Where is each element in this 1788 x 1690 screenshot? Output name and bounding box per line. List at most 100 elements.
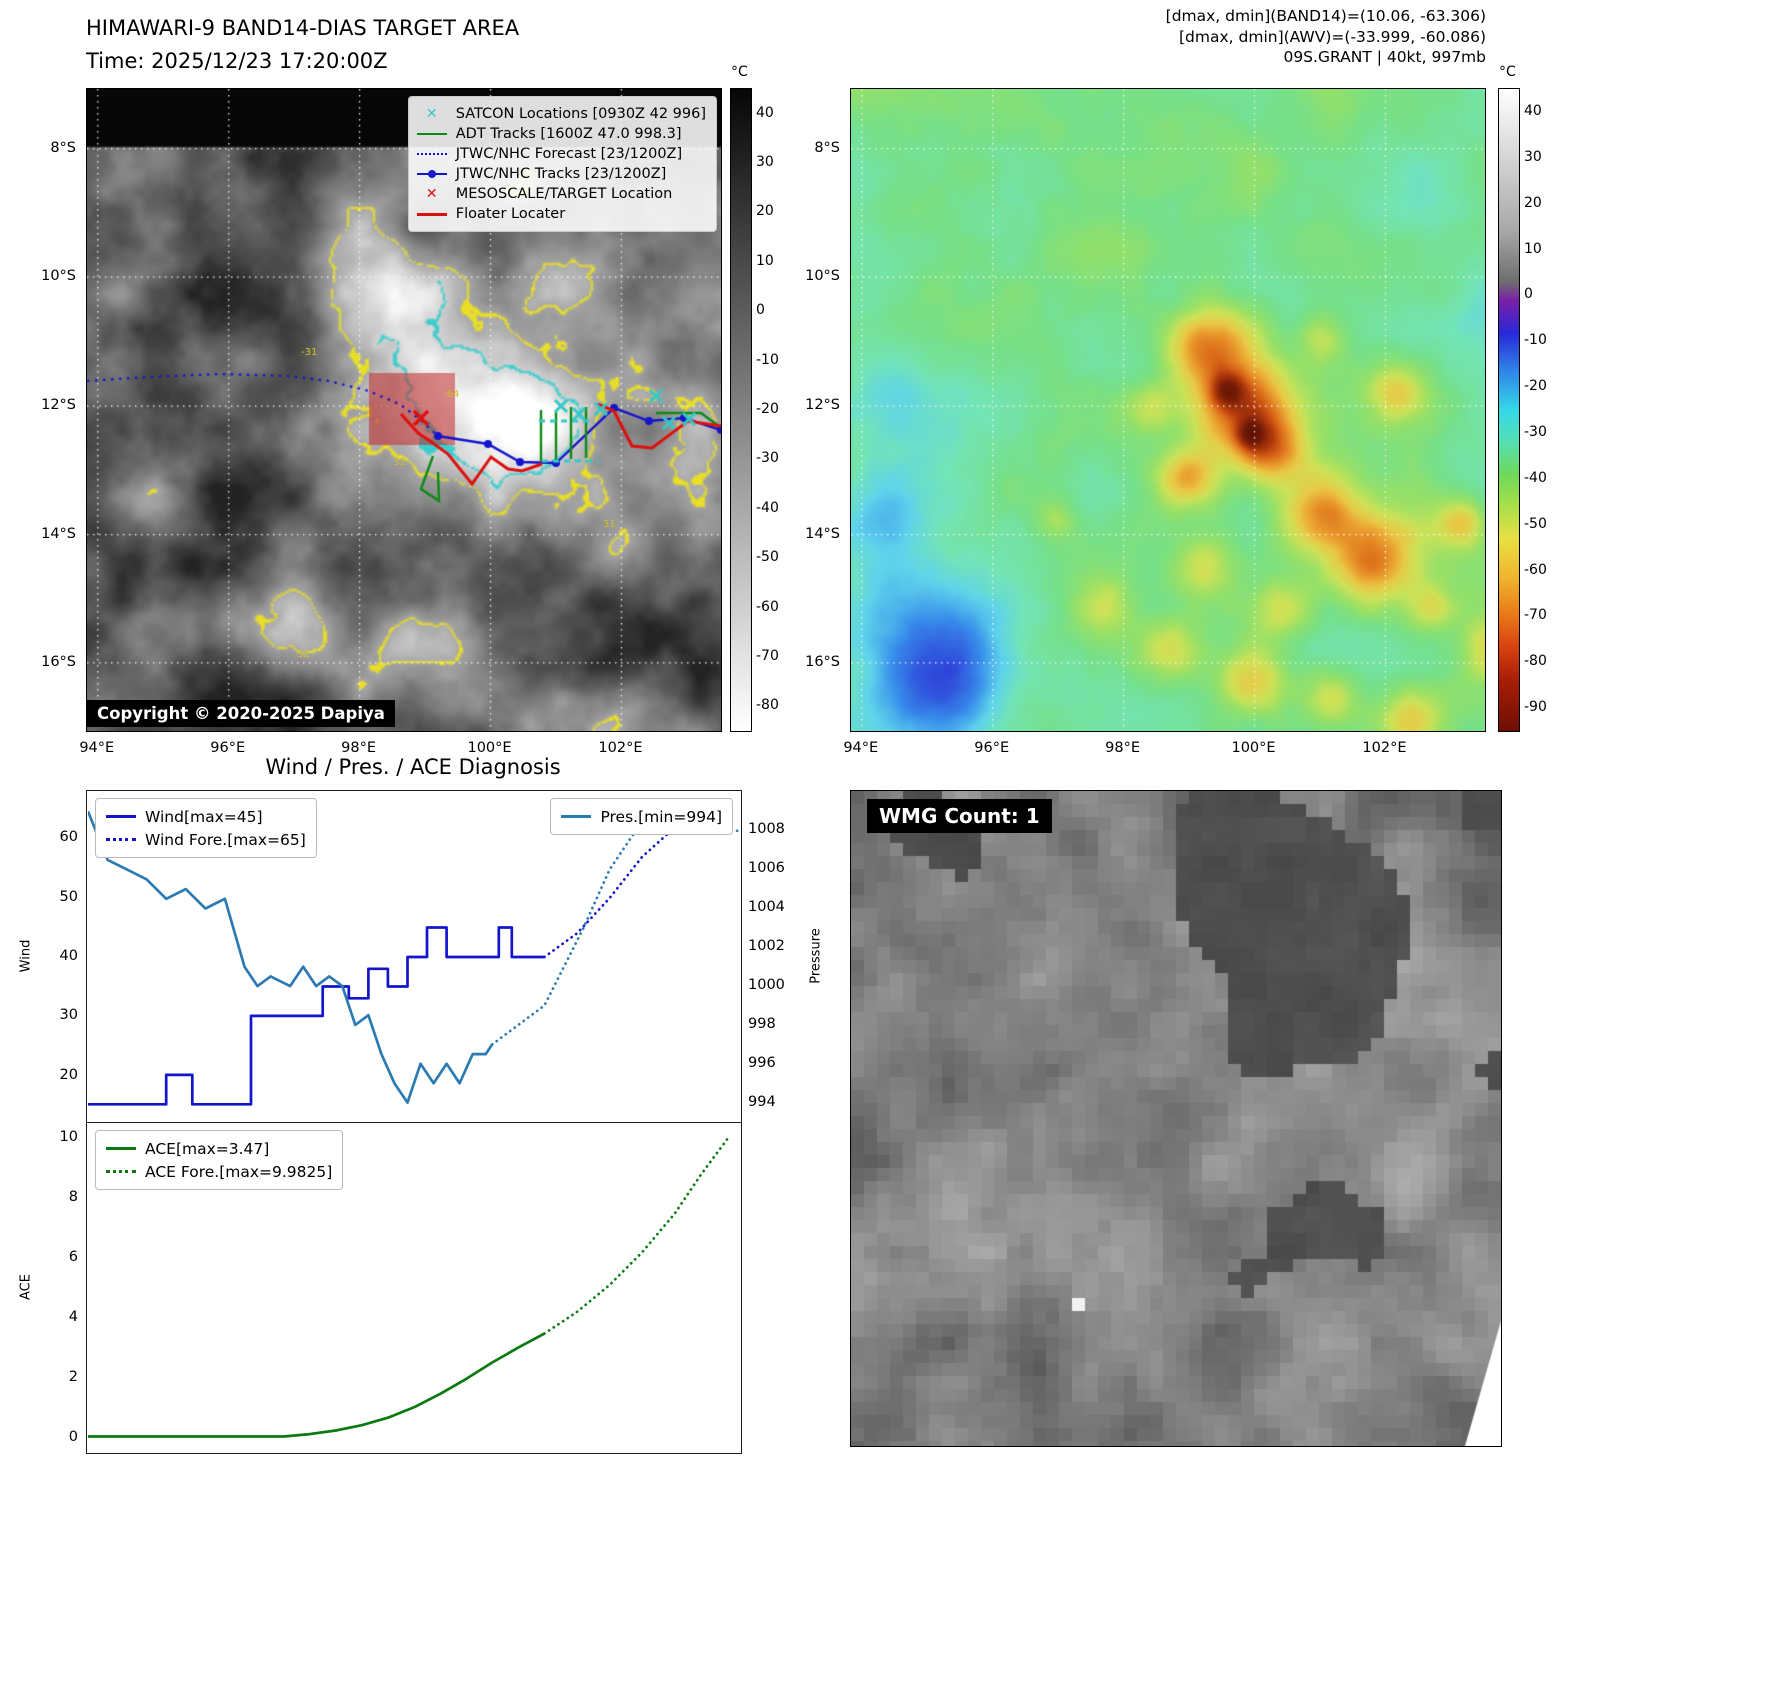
ace-ytick: 6 [68, 1249, 78, 1265]
band14-colorbar-tick: -10 [756, 351, 779, 368]
track-point-icon [427, 170, 436, 178]
legend-row-forecast: JTWC/NHC Forecast [23/1200Z] [416, 144, 706, 164]
awv-xtick: 94°E [843, 740, 879, 756]
awv-ytick: 12°S [805, 397, 840, 414]
awv-colorbar-tick: -40 [1524, 469, 1547, 486]
jtwc-forecast-dotted-line-icon [416, 153, 447, 155]
adt-track-line-icon [416, 133, 447, 135]
wind-forecast-dotted-line-icon [106, 838, 136, 841]
copyright-badge: Copyright © 2020-2025 Dapiya [87, 700, 395, 727]
awv-colorbar [1498, 88, 1520, 732]
band14-time: Time: 2025/12/23 17:20:00Z [86, 49, 388, 73]
contour-label: 31 [393, 457, 406, 468]
awv-header: [dmax, dmin](BAND14)=(10.06, -63.306) [d… [1166, 6, 1486, 68]
ace-ytick: 2 [68, 1369, 78, 1385]
wind-ytick: 30 [59, 1007, 78, 1024]
diagnosis-title: Wind / Pres. / ACE Diagnosis [265, 755, 561, 779]
awv-colorbar-tick: 10 [1524, 240, 1542, 257]
wmg-microwave-image [851, 791, 1501, 1446]
floater-line-icon [416, 212, 447, 216]
wind-ytick: 40 [59, 948, 78, 964]
band14-colorbar-tick: -50 [756, 549, 779, 566]
pressure-ytick: 1008 [748, 821, 785, 838]
contour-label: 31 [603, 519, 616, 530]
band14-colorbar-tick: -20 [756, 401, 779, 417]
storm-id-intensity: 09S.GRANT | 40kt, 997mb [1283, 48, 1486, 66]
legend-row-satcon: ✕ SATCON Locations [0930Z 42 996] [417, 104, 706, 124]
pressure-axis-label: Pressure [808, 928, 824, 984]
ace-axis-label: ACE [18, 1274, 34, 1300]
band14-colorbar [730, 88, 752, 732]
band14-colorbar-tick: -30 [756, 450, 779, 467]
pressure-ytick: 996 [748, 1055, 776, 1072]
band14-colorbar-gradient [731, 89, 751, 731]
ace-y-axis: 10 8 6 4 2 0 [38, 1122, 84, 1452]
mesoscale-target-x-icon: ✕ [425, 186, 438, 202]
awv-colorbar-ticks: 40 30 20 10 0 -10 -20 -30 -40 -50 -60 -70 -80 -90 [1524, 88, 1568, 730]
ace-forecast-dotted-line-icon [106, 1170, 136, 1173]
band14-ytick: 16°S [41, 653, 76, 670]
band14-colorbar-tick: 40 [756, 104, 774, 121]
awv-colorbar-tick: -20 [1524, 378, 1547, 395]
pressure-ytick: 1002 [748, 938, 785, 955]
ace-forecast-legend-label: ACE Fore.[max=9.9825] [145, 1162, 333, 1181]
band14-colorbar-tick: 20 [756, 203, 774, 220]
legend-label-adt: ADT Tracks [1600Z 47.0 998.3] [455, 126, 682, 142]
legend-row-wind-forecast: Wind Fore.[max=65] [106, 828, 306, 851]
band14-map: ✕ SATCON Locations [0930Z 42 996] ADT Tr… [86, 88, 722, 732]
awv-xtick: 98°E [1105, 740, 1141, 756]
awv-colorbar-tick: -80 [1524, 653, 1547, 670]
band14-colorbar-tick: 30 [756, 154, 774, 171]
wind-legend-label: Wind[max=45] [145, 807, 263, 826]
awv-y-axis: 8°S 10°S 12°S 14°S 16°S [800, 88, 846, 730]
legend-label-floater: Floater Locater [455, 206, 566, 222]
wind-axis-label: Wind [18, 939, 34, 973]
band14-legend: ✕ SATCON Locations [0930Z 42 996] ADT Tr… [407, 96, 717, 232]
awv-map [850, 88, 1486, 732]
band14-xtick: 98°E [341, 740, 377, 756]
awv-x-axis: 94°E 96°E 98°E 100°E 102°E [843, 737, 1484, 757]
awv-ytick: 8°S [814, 139, 840, 156]
awv-colorbar-tick: 40 [1524, 102, 1542, 119]
awv-ytick: 16°S [805, 653, 840, 670]
legend-row-adt: ADT Tracks [1600Z 47.0 998.3] [416, 124, 706, 144]
awv-ytick: 14°S [805, 525, 840, 542]
ace-legend-label: ACE[max=3.47] [145, 1139, 270, 1158]
awv-satellite-image [851, 89, 1485, 731]
ace-ytick: 8 [68, 1189, 78, 1205]
legend-row-wind: Wind[max=45] [106, 805, 306, 828]
jtwc-track-line-icon [416, 170, 447, 178]
band14-ytick: 10°S [41, 268, 76, 285]
legend-row-ace: ACE[max=3.47] [106, 1137, 332, 1160]
ace-ytick: 10 [59, 1129, 78, 1145]
pressure-legend-label: Pres.[min=994] [600, 807, 722, 826]
legend-label-mesoscale: MESOSCALE/TARGET Location [455, 186, 673, 202]
band14-colorbar-unit: °C [731, 64, 748, 80]
contour-label: -64 [443, 389, 460, 400]
series-line [88, 810, 494, 1104]
legend-label-jtwc: JTWC/NHC Tracks [23/1200Z] [455, 166, 667, 182]
wind-pressure-chart: Wind[max=45] Wind Fore.[max=65] Pres.[mi… [86, 790, 742, 1124]
band14-xtick: 100°E [467, 740, 512, 756]
wind-ytick: 60 [59, 829, 78, 846]
contour-label: -31 [301, 347, 318, 358]
awv-colorbar-tick: -90 [1524, 699, 1547, 716]
legend-row-ace-forecast: ACE Fore.[max=9.9825] [106, 1160, 332, 1183]
legend-row-jtwc: JTWC/NHC Tracks [23/1200Z] [416, 164, 706, 184]
pressure-line-icon [561, 815, 592, 818]
awv-colorbar-tick: -60 [1524, 561, 1547, 578]
wind-forecast-legend-label: Wind Fore.[max=65] [145, 830, 306, 849]
satcon-x-icon: ✕ [425, 106, 438, 122]
ace-chart: ACE[max=3.47] ACE Fore.[max=9.9825] [86, 1122, 742, 1454]
band14-colorbar-tick: 10 [756, 252, 774, 269]
band14-colorbar-tick: -80 [756, 697, 779, 714]
awv-colorbar-tick: -50 [1524, 515, 1547, 532]
band14-xtick: 102°E [598, 740, 643, 756]
ace-ytick: 4 [68, 1309, 78, 1325]
pressure-ytick: 1004 [748, 899, 785, 916]
pressure-y-axis: 1008 1006 1004 1002 1000 998 996 994 [744, 790, 794, 1122]
series-line [490, 829, 740, 1046]
pressure-legend: Pres.[min=994] [550, 798, 733, 835]
wind-y-axis: 60 50 40 30 20 [38, 790, 84, 1122]
